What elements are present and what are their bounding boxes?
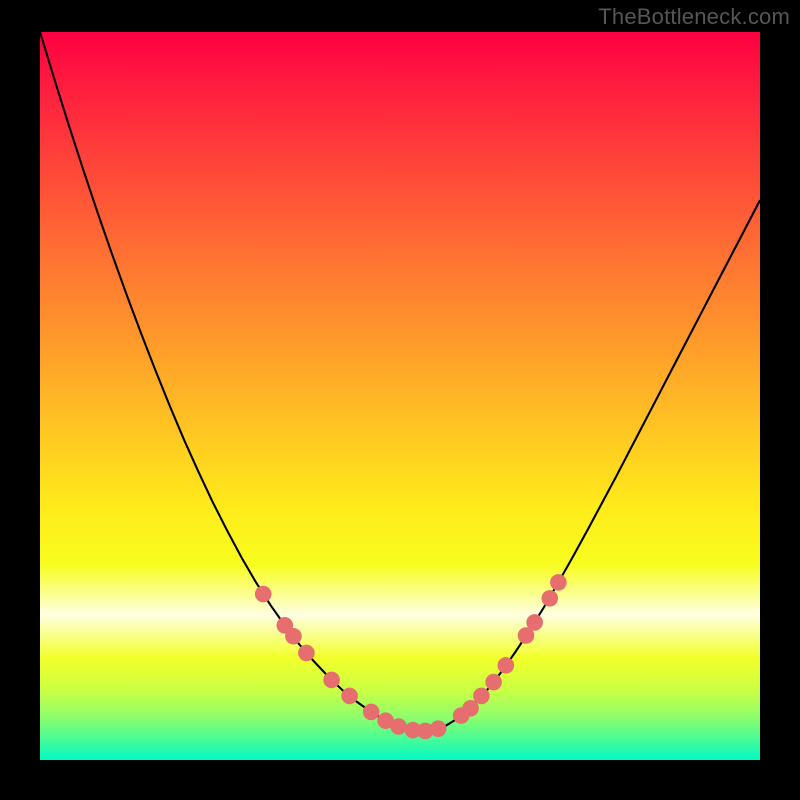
data-marker <box>341 688 358 705</box>
data-marker <box>550 574 567 591</box>
chart-canvas: TheBottleneck.com <box>0 0 800 800</box>
data-marker <box>323 672 340 689</box>
data-marker <box>363 704 380 721</box>
data-marker <box>255 586 272 603</box>
curve-layer <box>40 32 760 760</box>
data-marker <box>498 657 515 674</box>
data-marker <box>285 628 302 645</box>
data-marker <box>473 688 490 705</box>
data-marker <box>541 590 558 607</box>
data-marker <box>298 645 315 662</box>
watermark-text: TheBottleneck.com <box>598 4 790 30</box>
data-marker <box>430 720 447 737</box>
plot-area <box>40 32 760 760</box>
data-marker <box>526 614 543 631</box>
data-marker <box>485 674 502 691</box>
marker-group <box>255 574 567 739</box>
data-marker <box>390 718 407 735</box>
bottleneck-curve <box>40 32 760 731</box>
